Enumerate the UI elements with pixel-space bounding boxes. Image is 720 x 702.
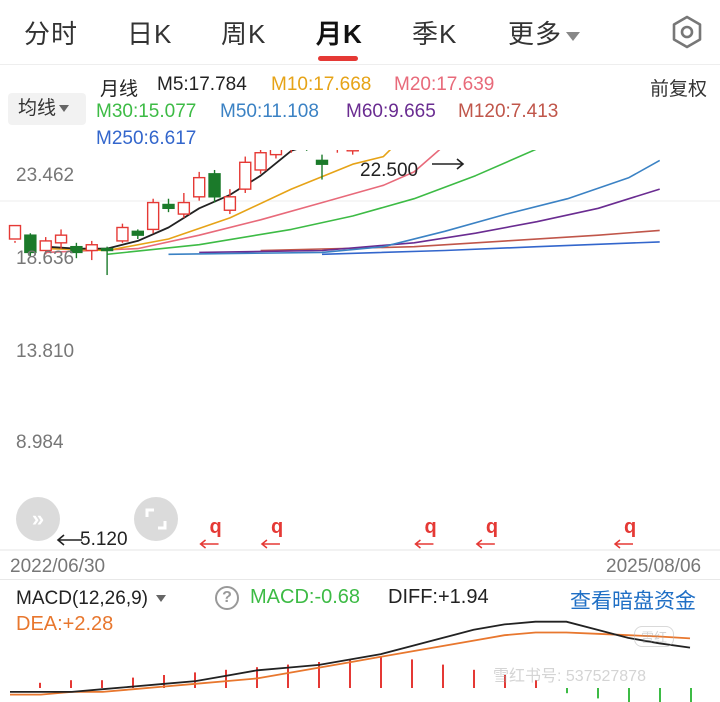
candle-up [8, 224, 22, 240]
candle-down [208, 173, 221, 198]
tab-weekly-k[interactable]: 周K [221, 19, 267, 49]
high-price-label: 22.500 [360, 160, 419, 181]
ma20-value: M20:17.639 [394, 74, 495, 95]
dark-pool-capital-link[interactable]: 查看暗盘资金 [570, 590, 696, 613]
buy-signal-marker: q [486, 516, 498, 538]
ma-line-m120 [260, 229, 660, 252]
low-price-arrow [56, 534, 82, 546]
buy-signal-arrow [199, 539, 219, 549]
indicator-select-label: MACD(12,26,9) [16, 588, 148, 609]
tab-monthly-k[interactable]: 月K [316, 19, 363, 49]
candle-down [162, 203, 175, 210]
tab-daily-k[interactable]: 日K [127, 19, 173, 49]
tab-intraday[interactable]: 分时 [24, 19, 79, 49]
period-label: 月线 [100, 79, 139, 100]
chart-divider [0, 579, 720, 580]
collapse-left-button[interactable]: » [16, 497, 60, 541]
fullscreen-icon [145, 508, 167, 530]
buy-signal-arrow [475, 539, 495, 549]
chevron-down-icon [156, 595, 166, 603]
start-date: 2022/06/30 [10, 556, 106, 577]
high-price-arrow [432, 158, 465, 170]
candle-down [70, 245, 83, 254]
fullscreen-button[interactable] [134, 497, 178, 541]
candle-down [100, 247, 114, 252]
ma-line-m30 [107, 150, 537, 256]
candle-up [239, 161, 252, 190]
candle-up [254, 152, 267, 171]
candle-up [54, 234, 68, 244]
ma50-value: M50:11.108 [220, 101, 319, 122]
watermark: 雪红书号: 537527878 [493, 668, 646, 685]
tab-more[interactable]: 更多 [508, 14, 581, 51]
candle-up [269, 150, 283, 156]
dea-value: DEA:+2.28 [16, 613, 114, 635]
tabs-divider [0, 64, 720, 65]
period-tabs: 分时 日K 周K 月K 季K 更多 [0, 0, 720, 64]
chevron-down-icon [566, 31, 581, 41]
ma30-value: M30:15.077 [96, 101, 197, 122]
tab-more-label: 更多 [508, 19, 563, 49]
buy-signal-arrow [613, 539, 633, 549]
settings-icon[interactable] [669, 14, 705, 50]
candle-up [146, 201, 160, 231]
ma-line-m10 [45, 150, 392, 252]
ma60-value: M60:9.665 [346, 101, 436, 122]
chevron-down-icon [59, 105, 70, 113]
macd-value: MACD:-0.68 [250, 586, 361, 608]
watermark-logo: 雪红 [634, 626, 675, 647]
buy-signal-marker: q [424, 516, 436, 538]
ma120-value: M120:7.413 [458, 101, 559, 122]
double-chevron-left-icon: » [31, 506, 45, 531]
macd-chart [10, 620, 692, 702]
adjust-mode[interactable]: 前复权 [650, 79, 708, 100]
active-tab-indicator [318, 56, 358, 61]
y-tick-label: 8.984 [16, 432, 64, 453]
buy-signal-marker: q [210, 516, 222, 538]
ma-select-label: 均线 [18, 98, 57, 119]
candle-up [223, 196, 237, 211]
candle-down [24, 234, 37, 254]
candle-up [85, 244, 98, 252]
candle-up [177, 201, 191, 215]
indicator-select[interactable]: MACD(12,26,9) [16, 583, 166, 615]
help-icon[interactable]: ? [215, 586, 239, 610]
buy-signal-marker: q [271, 516, 283, 538]
tab-quarterly-k[interactable]: 季K [412, 19, 458, 49]
low-price-label: 5.120 [80, 529, 128, 550]
ma-line-m250 [321, 241, 660, 256]
candle-up [39, 240, 52, 252]
y-tick-label: 13.810 [16, 341, 75, 362]
dea-line [10, 631, 691, 696]
ma10-value: M10:17.668 [271, 74, 372, 95]
y-tick-label: 23.462 [16, 165, 75, 186]
buy-signal-arrow [260, 539, 280, 549]
ma-line-m50 [168, 159, 661, 256]
end-date: 2025/08/06 [606, 556, 702, 577]
diff-value: DIFF:+1.94 [388, 586, 489, 608]
candle-up [346, 150, 359, 152]
ma250-value: M250:6.617 [96, 128, 197, 149]
buy-signal-marker: q [624, 516, 636, 538]
candle-up [192, 176, 206, 198]
ma-line-m20 [45, 150, 441, 254]
ma5-value: M5:17.784 [157, 74, 247, 95]
ma-select[interactable]: 均线 [8, 93, 86, 125]
buy-signal-arrow [414, 539, 434, 549]
candle-down [131, 230, 145, 236]
y-tick-label: 18.636 [16, 248, 75, 269]
candle-down [315, 159, 329, 165]
diff-line [10, 620, 691, 693]
ma-line-m60 [199, 188, 660, 254]
ma-line-m5 [45, 150, 297, 250]
candle-up [116, 226, 129, 242]
